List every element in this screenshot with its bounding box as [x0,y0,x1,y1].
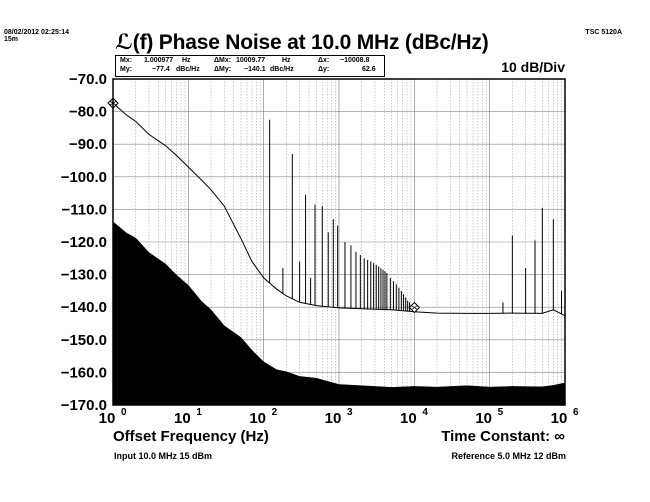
readout-my-label: My: [120,66,133,73]
timestamp: 08/02/2012 02:25:14 15m [4,29,69,43]
time-constant: Time Constant: ∞ [441,428,565,445]
instrument-model: TSC 5120A [585,29,622,36]
y-tick-label: −70.0 [69,71,107,88]
x-tick-exponent: 4 [422,407,428,418]
noise-floor-area [112,221,566,406]
y-tick-label: −160.0 [61,364,107,381]
readout-dmy-unit: dBc/Hz [270,66,294,73]
readout-dmy-label: ΔMy: [214,66,232,73]
x-tick-exponent: 3 [347,407,353,418]
x-tick-label: 10 [249,410,266,427]
readout-dmy-value: −140.1 [244,66,266,73]
grid [113,79,565,405]
x-tick-labels: 10 0 10 1 10 2 10 3 10 4 10 5 10 6 [99,407,579,427]
x-tick-label: 10 [400,410,417,427]
readout-dmx-value: 10009.77 [236,57,266,64]
readout-dmx-unit: Hz [282,57,291,64]
plot-frame [112,78,566,406]
y-tick-label: −80.0 [69,104,107,121]
readout-mx-value: 1.000977 [144,57,174,64]
x-axis-label: Offset Frequency (Hz) [113,428,269,445]
chart-title: ℒ(f) Phase Noise at 10.0 MHz (dBc/Hz) [115,31,489,54]
x-tick-exponent: 2 [272,407,278,418]
y-tick-label: −90.0 [69,136,107,153]
scale-per-division: 10 dB/Div [501,59,565,75]
x-tick-exponent: 1 [196,407,202,418]
spur-lines [269,119,563,314]
readout-my-unit: dBc/Hz [176,66,200,73]
y-tick-label: −130.0 [61,267,107,284]
x-tick-label: 10 [325,410,342,427]
reference-note: Reference 5.0 MHz 12 dBm [451,451,566,461]
timestamp-duration: 15m [4,36,19,43]
readout-mx-unit: Hz [182,57,191,64]
y-tick-label: −150.0 [61,332,107,349]
x-tick-exponent: 5 [498,407,504,418]
x-tick-exponent: 0 [121,407,127,418]
timestamp-date: 08/02/2012 02:25:14 [4,29,69,36]
y-tick-label: −120.0 [61,234,107,251]
readout-my-value: −77.4 [152,66,170,73]
x-tick-label: 10 [475,410,492,427]
phase-noise-line [112,102,566,317]
noise-floor-fill [112,221,566,406]
y-tick-labels: −70.0 −80.0 −90.0 −100.0 −110.0 −120.0 −130.0 −… [61,71,107,414]
x-tick-exponent: 6 [573,407,579,418]
readout-dy-label: Δy: [318,66,330,73]
phase-noise-trace [112,102,566,317]
x-tick-label: 10 [99,410,116,427]
y-tick-label: −100.0 [61,169,107,186]
marker-cross [411,305,418,310]
marker-readout-box: Mx: 1.000977 Hz My: −77.4 dBc/Hz ΔMx: 10… [115,55,385,77]
readout-mx-label: Mx: [120,57,133,64]
y-tick-label: −170.0 [61,397,107,414]
readout-dmx-label: ΔMx: [214,57,232,64]
y-tick-label: −140.0 [61,299,107,316]
readout-dx-value: −10008.8 [340,57,370,64]
readout-dx-label: Δx: [318,57,330,64]
x-tick-label: 10 [551,410,568,427]
x-tick-label: 10 [174,410,191,427]
input-note: Input 10.0 MHz 15 dBm [114,451,213,461]
readout-dy-value: 62.6 [362,66,376,73]
y-tick-label: −110.0 [62,201,107,218]
